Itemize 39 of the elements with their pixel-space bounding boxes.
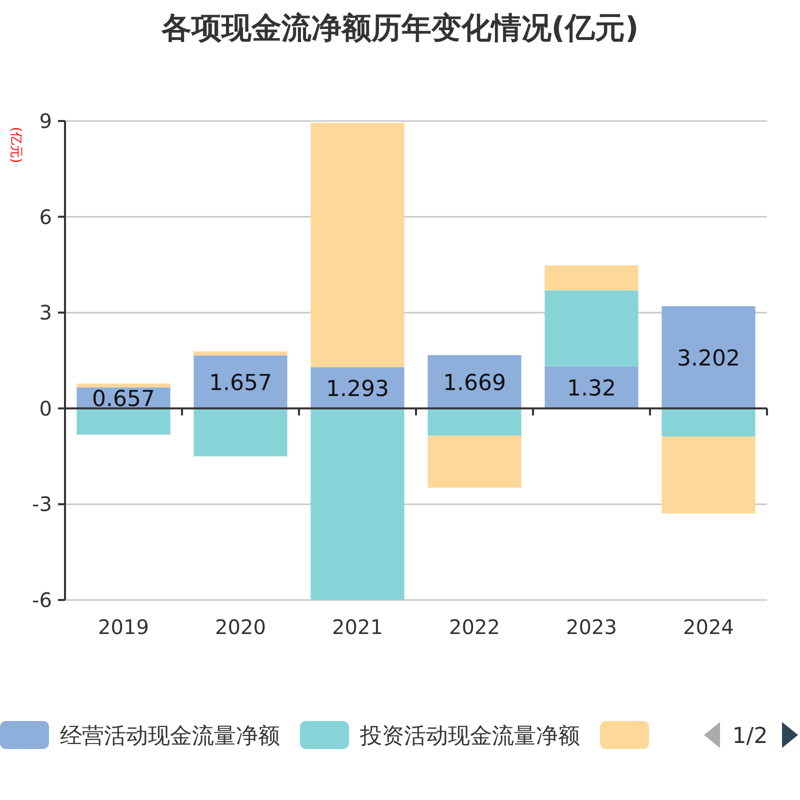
y-tick-label: -6: [32, 588, 52, 612]
data-label: 3.202: [677, 346, 740, 372]
legend-label: 投资活动现金流量净额: [359, 724, 580, 749]
y-axis-title: (亿元): [8, 126, 23, 164]
y-tick-label: 6: [39, 204, 52, 229]
data-label: 1.657: [209, 370, 272, 396]
data-label: 0.657: [92, 386, 155, 412]
bar: [310, 122, 404, 368]
bar: [76, 384, 170, 388]
bar: [194, 408, 288, 456]
y-tick-label: 9: [39, 109, 52, 133]
bar: [662, 436, 756, 514]
y-tick-label: -3: [32, 492, 52, 516]
x-tick-label: 2023: [566, 615, 617, 639]
bar: [194, 355, 288, 408]
bar: [544, 366, 638, 408]
data-label: 1.32: [567, 376, 616, 402]
y-tick-label: 3: [39, 300, 52, 325]
x-tick-label: 2020: [215, 615, 266, 639]
x-tick-label: 2019: [98, 615, 149, 639]
data-label: 1.293: [326, 376, 389, 402]
x-tick-label: 2024: [683, 615, 734, 639]
bar: [428, 436, 522, 488]
legend-label: 经营活动现金流量净额: [60, 724, 280, 749]
bar: [662, 306, 756, 408]
bar: [544, 265, 638, 290]
bar: [428, 355, 522, 408]
bar: [428, 408, 522, 436]
bar: [76, 408, 170, 435]
data-label: 1.669: [443, 370, 506, 396]
chart-title: 各项现金流净额历年变化情况(亿元): [160, 11, 639, 46]
x-tick-label: 2021: [332, 615, 383, 639]
bar: [544, 290, 638, 366]
bar: [194, 351, 288, 356]
x-tick-label: 2022: [449, 615, 500, 639]
bar: [662, 408, 756, 436]
bar: [310, 408, 404, 600]
y-tick-label: 0: [39, 396, 52, 420]
text: 1/2: [732, 724, 768, 749]
